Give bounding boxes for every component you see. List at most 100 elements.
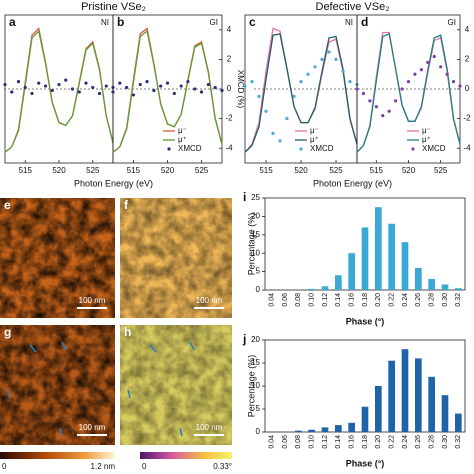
y-tick-label: 5 bbox=[256, 267, 261, 276]
panel-label: c bbox=[249, 15, 256, 29]
xmcd-point bbox=[368, 99, 372, 103]
xmcd-point bbox=[50, 88, 54, 93]
y2-tick-label: -2 bbox=[225, 114, 233, 123]
xmcd-point bbox=[57, 82, 61, 87]
xmcd-point bbox=[257, 94, 261, 98]
x-tick-label: 0.26 bbox=[415, 293, 422, 307]
xmcd-point bbox=[374, 105, 378, 109]
x-tick-label: 0.30 bbox=[442, 435, 449, 449]
xmcd-point bbox=[220, 88, 224, 93]
xmcd-point bbox=[458, 84, 462, 88]
x-tick-label: 0.20 bbox=[375, 435, 382, 449]
bar bbox=[375, 386, 382, 432]
xmcd-point bbox=[206, 82, 210, 87]
panel-label: j bbox=[242, 332, 246, 346]
xmcd-point bbox=[348, 80, 352, 84]
xas-line bbox=[4, 27, 114, 153]
panel-label: b bbox=[117, 15, 124, 29]
x-axis-label: Photon Energy (eV) bbox=[313, 178, 392, 188]
y-tick-label: 10 bbox=[251, 381, 260, 390]
images bbox=[0, 198, 232, 459]
xmcd-point bbox=[125, 85, 129, 90]
x-tick-label: 0.06 bbox=[282, 293, 289, 307]
xmcd-point bbox=[271, 131, 275, 135]
bar bbox=[415, 267, 422, 290]
x-tick-label: 0.06 bbox=[282, 435, 289, 449]
bar bbox=[401, 349, 409, 432]
panel-tag: GI bbox=[210, 18, 218, 27]
xmcd-point bbox=[145, 80, 149, 84]
y-axis-label: Percentage (%) bbox=[246, 213, 256, 276]
xmcd-point bbox=[152, 88, 156, 93]
x-tick-label: 0.04 bbox=[269, 435, 276, 449]
y-tick-label: 15 bbox=[251, 230, 260, 239]
bar bbox=[361, 227, 369, 290]
legend-label: μ⁻ bbox=[310, 126, 319, 135]
texture bbox=[0, 198, 115, 318]
x-tick-label: 0.32 bbox=[455, 435, 462, 449]
xmcd-point bbox=[243, 84, 247, 88]
x-tick-label: 515 bbox=[259, 166, 273, 175]
legend-marker bbox=[411, 147, 415, 151]
xmcd-point bbox=[361, 91, 366, 96]
x-tick-label: 0.10 bbox=[309, 293, 316, 307]
xmcd-point bbox=[400, 87, 404, 91]
y-tick-label: 25 bbox=[251, 193, 260, 202]
xmcd-point bbox=[406, 80, 411, 84]
xmcd-point bbox=[16, 80, 21, 84]
y2-tick-label: 0 bbox=[227, 84, 232, 93]
x-tick-label: 0.26 bbox=[415, 435, 422, 449]
y2-tick-label: 4 bbox=[227, 25, 232, 34]
x-tick-label: 525 bbox=[195, 166, 209, 175]
y2-tick-label: 0 bbox=[465, 84, 470, 93]
x-tick-label: 525 bbox=[434, 166, 448, 175]
legend-label: μ⁻ bbox=[178, 126, 187, 135]
arrows bbox=[7, 341, 195, 437]
legend-label: XMCD bbox=[310, 144, 334, 153]
legend-label: XMCD bbox=[422, 144, 446, 153]
legend-label: μ⁻ bbox=[422, 126, 431, 135]
y2-tick-label: -4 bbox=[463, 143, 471, 152]
x-tick-label: 520 bbox=[52, 166, 66, 175]
x-tick-label: 0.16 bbox=[349, 293, 356, 307]
y2-axis-label: XMCD (%) bbox=[236, 70, 245, 109]
xmcd-point bbox=[320, 57, 324, 62]
bar bbox=[428, 278, 435, 290]
xmcd-point bbox=[292, 94, 296, 98]
xas-line bbox=[4, 29, 114, 153]
x-tick-label: 520 bbox=[402, 166, 416, 175]
xmcd-point bbox=[77, 90, 81, 94]
xmcd-point bbox=[91, 85, 95, 90]
x-tick-label: 0.20 bbox=[375, 293, 382, 307]
x-tick-label: 0.12 bbox=[322, 293, 329, 307]
y-tick-label: 20 bbox=[251, 212, 260, 221]
x-tick-label: 0.04 bbox=[269, 293, 276, 307]
colorbar bbox=[0, 452, 115, 459]
bar bbox=[388, 223, 395, 290]
panel-frame bbox=[356, 14, 461, 164]
legend-label: μ⁺ bbox=[422, 135, 431, 144]
xmcd-point bbox=[313, 65, 317, 69]
x-axis-label: Photon Energy (eV) bbox=[74, 178, 153, 188]
xmcd-point bbox=[306, 72, 310, 76]
xas-line bbox=[244, 33, 358, 153]
bar bbox=[415, 358, 422, 432]
bar bbox=[455, 288, 462, 290]
xmcd-point bbox=[97, 91, 102, 96]
xmcd-point bbox=[165, 81, 170, 85]
image-label: h bbox=[124, 325, 131, 339]
legend-marker bbox=[167, 147, 171, 151]
x-tick-label: 515 bbox=[370, 166, 384, 175]
panel-tag: NI bbox=[345, 18, 353, 27]
bar bbox=[375, 207, 382, 290]
image-label: g bbox=[4, 325, 11, 339]
xmcd-point bbox=[186, 80, 190, 84]
x-tick-label: 0.30 bbox=[442, 293, 449, 307]
bar bbox=[308, 429, 315, 432]
x-tick-label: 525 bbox=[329, 166, 343, 175]
texture bbox=[0, 325, 115, 445]
xmcd-point bbox=[419, 68, 423, 72]
xas-line bbox=[112, 27, 223, 153]
panel-label: d bbox=[361, 15, 368, 29]
